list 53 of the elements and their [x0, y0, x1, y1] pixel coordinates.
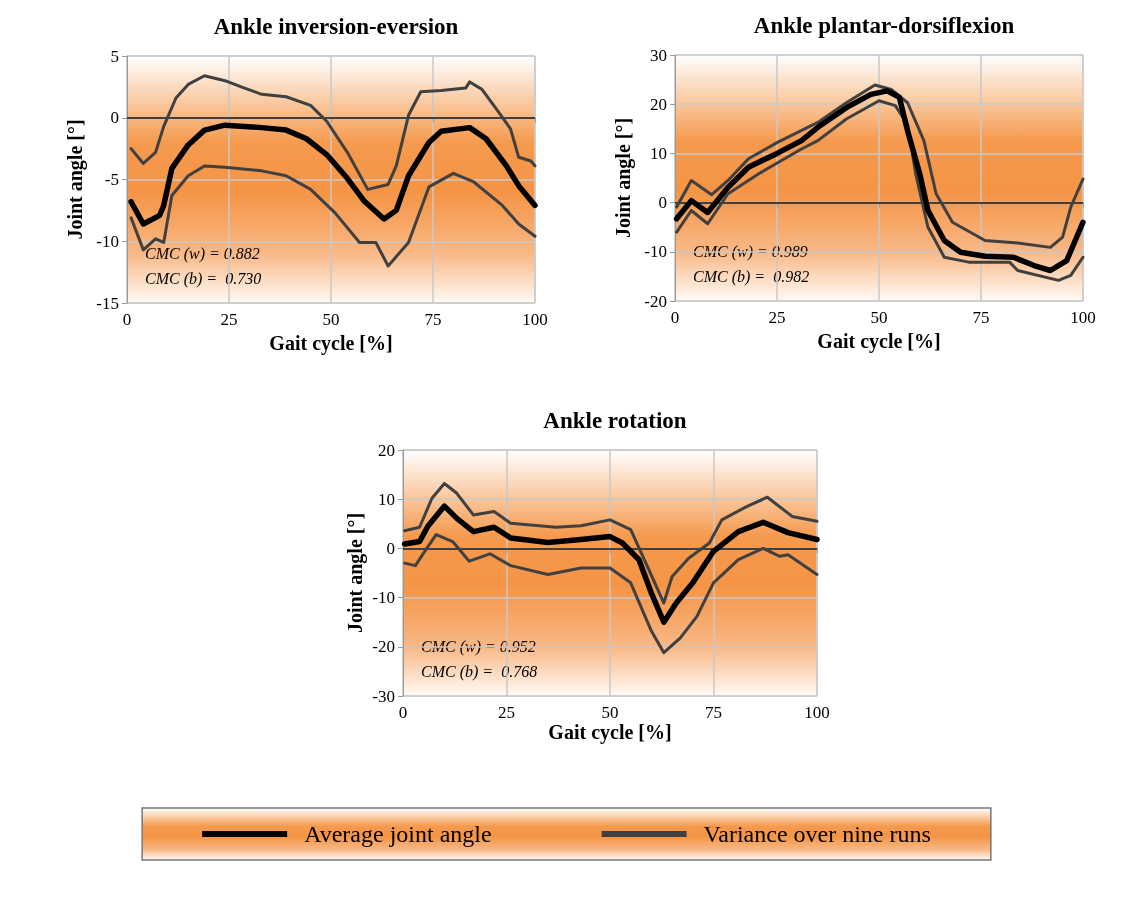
x-axis-title: Gait cycle [%] — [548, 721, 672, 744]
y-tick-label: -5 — [104, 170, 119, 189]
x-tick-label: 50 — [322, 310, 340, 329]
x-tick-label: 75 — [705, 703, 722, 722]
y-tick-label: -30 — [372, 686, 395, 706]
y-axis-title: Joint angle [°] — [612, 117, 636, 239]
y-axis-title: Joint angle [°] — [64, 119, 88, 240]
x-tick-label: 50 — [870, 308, 888, 327]
x-tick-label: 100 — [1070, 308, 1096, 327]
y-tick-label: 20 — [650, 94, 667, 114]
y-tick-label: -20 — [372, 637, 395, 657]
line-series — [403, 533, 819, 655]
x-tick-label: 100 — [522, 310, 548, 329]
annotation: CMC (w) = 0.989 — [693, 242, 808, 261]
y-axis-title: Joint angle [°] — [344, 512, 367, 634]
x-tick-label: 25 — [498, 703, 515, 722]
legend-label: Average joint angle — [304, 821, 492, 847]
chart-title: Ankle plantar-dorsiflexion — [753, 13, 1015, 38]
annotation: CMC (b) = 0.768 — [421, 662, 538, 681]
x-axis-title: Gait cycle [%] — [817, 329, 941, 353]
line-series — [129, 74, 537, 191]
x-tick-label: 0 — [122, 310, 132, 329]
x-tick-label: 75 — [424, 310, 442, 329]
chart-title: Ankle rotation — [543, 408, 687, 433]
y-tick-label: -20 — [644, 291, 667, 311]
annotation: CMC (b) = 0.730 — [145, 269, 262, 288]
x-tick-label: 25 — [768, 308, 786, 327]
line-series — [129, 164, 537, 268]
y-tick-label: 5 — [110, 46, 119, 66]
x-tick-label: 75 — [972, 308, 990, 327]
x-tick-label: 25 — [220, 310, 238, 329]
legend-label: Variance over nine runs — [703, 821, 931, 847]
y-tick-label: -10 — [96, 231, 119, 251]
y-tick-label: 0 — [386, 538, 395, 558]
x-tick-label: 0 — [670, 308, 680, 327]
chart-title: Ankle inversion-eversion — [213, 14, 459, 39]
y-tick-label: 0 — [658, 193, 667, 213]
y-tick-label: 20 — [378, 440, 395, 460]
y-tick-label: -10 — [644, 242, 667, 262]
annotation: CMC (w) = 0.952 — [421, 637, 536, 656]
y-tick-label: 10 — [378, 489, 395, 509]
annotation: CMC (w) = 0.882 — [145, 244, 260, 263]
y-tick-label: -15 — [96, 293, 119, 313]
annotation: CMC (b) = 0.982 — [693, 267, 810, 286]
y-tick-label: 30 — [650, 45, 667, 65]
x-axis-title: Gait cycle [%] — [269, 331, 393, 355]
y-tick-label: -10 — [372, 588, 395, 608]
x-tick-label: 0 — [398, 703, 408, 722]
line-series — [403, 481, 819, 605]
y-tick-label: 10 — [650, 143, 667, 163]
y-tick-label: 0 — [110, 108, 119, 128]
x-tick-label: 100 — [804, 703, 830, 722]
x-tick-label: 50 — [601, 703, 619, 722]
